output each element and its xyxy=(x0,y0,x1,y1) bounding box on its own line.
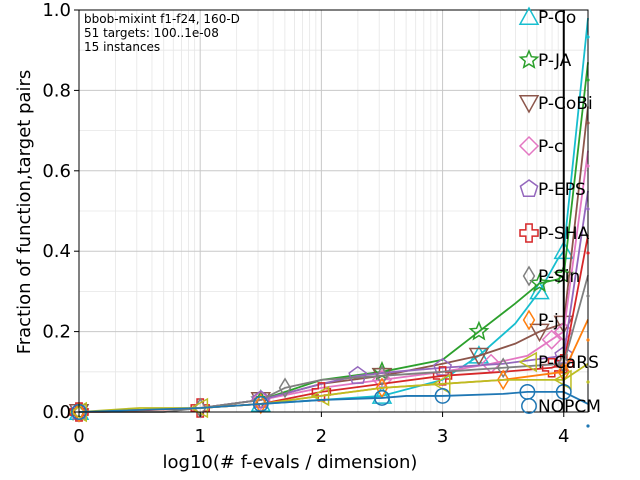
legend-label: P-Co xyxy=(538,8,576,28)
series-tail-line xyxy=(563,363,589,381)
x-axis-label: log10(# f-evals / dimension) xyxy=(163,452,418,473)
legend-dot xyxy=(586,207,590,211)
series-tail-line xyxy=(562,106,589,324)
legend-item-P-EPS: P-EPS xyxy=(519,179,590,211)
series-point xyxy=(468,320,490,341)
legend-dot xyxy=(586,338,590,342)
x-tick-label: 2 xyxy=(316,426,327,447)
legend-item-P-SHA: P-SHA xyxy=(519,223,590,255)
legend-label: P-EPS xyxy=(538,180,586,200)
series-P-CoBi xyxy=(68,106,589,423)
legend-dot xyxy=(586,78,590,82)
info-line-0: bbob-mixint f1-f24, 160-D xyxy=(84,12,240,26)
legend-dot xyxy=(586,251,590,255)
x-tick-label: 1 xyxy=(194,426,205,447)
x-tick-label: 0 xyxy=(73,426,84,447)
series-point xyxy=(529,323,550,343)
legend: P-Co P-JA P-CoBi P-c P-EPS P-SHA P-Sin P-j P-CaR… xyxy=(518,6,601,428)
series-point xyxy=(529,272,550,293)
legend-marker xyxy=(522,265,536,287)
axis-ticks: 0 1 2 3 4 0.0 0.2 0.4 0.6 0.8 1.0 xyxy=(42,0,569,447)
legend-item-P-Sin: P-Sin xyxy=(522,265,590,298)
series-tail-line xyxy=(562,62,589,276)
info-line-1: 51 targets: 100..1e-08 xyxy=(84,26,219,40)
legend-marker xyxy=(518,49,540,69)
series-P-JA xyxy=(68,62,589,421)
series-group xyxy=(68,17,589,423)
y-tick-label: 0.2 xyxy=(42,322,71,343)
grid xyxy=(78,9,588,413)
legend-dot xyxy=(586,294,590,298)
legend-dot xyxy=(586,164,590,168)
series-line xyxy=(79,362,564,413)
series-point xyxy=(374,389,390,406)
legend-marker xyxy=(518,6,540,25)
legend-label: P-CaRS xyxy=(538,353,599,373)
x-tick-label: 4 xyxy=(558,426,569,447)
series-tail-line xyxy=(562,319,589,373)
y-tick-label: 1.0 xyxy=(42,0,71,21)
legend-marker xyxy=(521,398,537,414)
legend-item-P-Co: P-Co xyxy=(518,6,590,39)
legend-label: P-Sin xyxy=(538,267,580,287)
legend-marker xyxy=(519,223,539,243)
legend-label: P-SHA xyxy=(538,224,590,244)
y-tick-label: 0.0 xyxy=(42,402,71,423)
series-point xyxy=(434,387,451,404)
legend-label: NOPCM xyxy=(538,397,601,417)
series-point xyxy=(252,396,269,412)
legend-label: P-j xyxy=(538,311,559,331)
legend-label: P-CoBi xyxy=(538,94,593,114)
series-point xyxy=(496,357,510,379)
legend-item-P-CoBi: P-CoBi xyxy=(518,94,593,125)
legend-item-NOPCM: NOPCM xyxy=(521,397,601,428)
series-point xyxy=(371,385,393,404)
info-line-2: 15 instances xyxy=(84,40,160,54)
series-point xyxy=(375,365,389,387)
series-point xyxy=(348,365,368,384)
series-line xyxy=(78,378,564,413)
legend-item-P-CaRS: P-CaRS xyxy=(518,351,599,384)
series-P-Sin xyxy=(72,275,589,423)
series-point xyxy=(468,347,490,367)
legend-marker xyxy=(518,135,540,157)
series-point xyxy=(278,377,292,399)
legend-item-P-JA: P-JA xyxy=(518,49,590,82)
legend-label: P-c xyxy=(538,137,563,157)
series-tail-line xyxy=(562,190,589,356)
series-line xyxy=(78,390,564,413)
legend-dot xyxy=(586,424,590,428)
plot-frame xyxy=(78,9,589,413)
x-tick-label: 3 xyxy=(437,426,448,447)
series-tail-line xyxy=(563,391,589,405)
legend-dot xyxy=(586,380,590,384)
legend-marker xyxy=(522,309,536,331)
legend-marker xyxy=(519,179,539,198)
y-axis-label: Fraction of function,target pairs xyxy=(14,70,35,355)
y-tick-label: 0.6 xyxy=(42,161,71,182)
legend-item-P-c: P-c xyxy=(518,135,590,168)
series-tail-line xyxy=(562,234,589,364)
legend-label: P-JA xyxy=(538,51,572,71)
legend-marker xyxy=(518,351,537,373)
legend-marker xyxy=(518,95,540,114)
legend-dot xyxy=(586,35,590,39)
series-point xyxy=(375,377,389,399)
series-tail-line xyxy=(562,150,589,332)
series-tail-line xyxy=(562,17,589,252)
y-tick-label: 0.4 xyxy=(42,241,71,262)
series-point xyxy=(496,369,510,391)
series-P-EPS xyxy=(69,190,589,421)
info-box: bbob-mixint f1-f24, 160-D 51 targets: 10… xyxy=(84,12,240,54)
legend-dot xyxy=(586,121,590,125)
legend-item-P-j: P-j xyxy=(522,309,590,342)
series-point xyxy=(254,393,268,415)
series-point xyxy=(541,329,562,350)
y-tick-label: 0.8 xyxy=(42,80,71,101)
series-tail-line xyxy=(562,275,589,364)
